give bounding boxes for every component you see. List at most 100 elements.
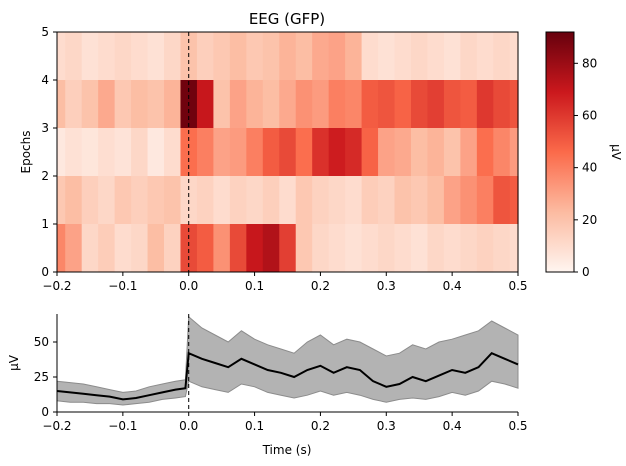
heatmap-cell <box>295 176 313 224</box>
heatmap-cell <box>229 32 247 80</box>
evoked-y-ticks: 0 25 50 <box>34 335 57 419</box>
heatmap-x-tick-label: 0.0 <box>179 279 198 293</box>
heatmap-cell <box>114 224 132 272</box>
heatmap-cell <box>378 32 396 80</box>
heatmap-x-tick-label: −0.1 <box>108 279 137 293</box>
heatmap-cell <box>427 80 445 128</box>
heatmap-cell <box>180 224 198 272</box>
evoked-x-tick-label: 0.0 <box>179 419 198 433</box>
heatmap-cell <box>65 80 83 128</box>
heatmap-cell <box>509 128 519 176</box>
heatmap-cell <box>410 80 429 128</box>
evoked-x-tick-label: 0.5 <box>508 419 527 433</box>
heatmap-x-ticks: −0.2 −0.1 0.0 0.1 0.2 0.3 0.4 0.5 <box>42 272 528 293</box>
heatmap-cell <box>460 224 478 272</box>
heatmap-cell <box>443 176 461 224</box>
heatmap-cell <box>493 80 511 128</box>
heatmap-cell <box>147 224 165 272</box>
heatmap-cell <box>229 80 247 128</box>
heatmap-y-tick-label: 2 <box>41 169 49 183</box>
heatmap-cell <box>114 32 132 80</box>
heatmap-cell <box>460 176 478 224</box>
heatmap-cell <box>131 176 149 224</box>
heatmap-cell <box>279 128 297 176</box>
heatmap-cell <box>394 224 412 272</box>
heatmap-cell <box>394 32 412 80</box>
heatmap-cell <box>196 176 215 224</box>
heatmap-cell <box>312 128 330 176</box>
heatmap-cell <box>493 32 511 80</box>
heatmap-cell <box>361 32 379 80</box>
evoked-x-tick-label: −0.2 <box>42 419 71 433</box>
heatmap-y-tick-label: 4 <box>41 73 49 87</box>
heatmap-cell <box>213 224 231 272</box>
heatmap-cell <box>378 128 396 176</box>
heatmap-cell <box>213 128 231 176</box>
heatmap-x-tick-label: 0.5 <box>508 279 527 293</box>
heatmap-cell <box>131 80 149 128</box>
heatmap-cell <box>65 128 83 176</box>
heatmap-x-tick-label: 0.3 <box>377 279 396 293</box>
heatmap-cell <box>114 128 132 176</box>
heatmap-cell <box>57 80 66 128</box>
heatmap-cell <box>65 176 83 224</box>
heatmap-cell <box>114 176 132 224</box>
heatmap-cell <box>114 80 132 128</box>
heatmap-cell <box>57 176 66 224</box>
heatmap-x-tick-label: 0.1 <box>245 279 264 293</box>
heatmap-cell <box>98 176 116 224</box>
heatmap-cell <box>164 32 182 80</box>
heatmap-cell <box>164 128 182 176</box>
heatmap-cell <box>295 128 313 176</box>
heatmap-cell <box>394 128 412 176</box>
heatmap-cell <box>131 32 149 80</box>
heatmap-cell <box>57 128 66 176</box>
heatmap-cell <box>147 80 165 128</box>
heatmap-cell <box>246 32 264 80</box>
heatmap-cell <box>361 176 379 224</box>
heatmap-cell <box>312 224 330 272</box>
heatmap-cell <box>229 224 247 272</box>
heatmap-cell <box>81 128 99 176</box>
evoked-x-ticks: −0.2 −0.1 0.0 0.1 0.2 0.3 0.4 0.5 <box>42 412 528 433</box>
heatmap-cell <box>361 80 379 128</box>
heatmap-cell <box>493 128 511 176</box>
evoked-y-label: µV <box>7 354 21 371</box>
heatmap-cell <box>345 176 363 224</box>
heatmap-cell <box>410 128 429 176</box>
heatmap-cell <box>361 224 379 272</box>
evoked-x-tick-label: 0.2 <box>311 419 330 433</box>
heatmap-cell <box>312 32 330 80</box>
heatmap-cell <box>493 176 511 224</box>
heatmap-cell <box>509 224 519 272</box>
heatmap-cell <box>279 32 297 80</box>
heatmap-cell <box>509 32 519 80</box>
heatmap-cell <box>98 80 116 128</box>
heatmap-cell <box>213 80 231 128</box>
heatmap-cell <box>410 176 429 224</box>
heatmap-cell <box>476 176 494 224</box>
heatmap-cell <box>328 176 346 224</box>
heatmap-cell <box>196 128 215 176</box>
heatmap-cell <box>427 176 445 224</box>
heatmap-cell <box>262 128 280 176</box>
heatmap-cell <box>196 80 215 128</box>
heatmap-cell <box>196 224 215 272</box>
gfp-confidence-band <box>56 315 519 406</box>
gfp-mean-line <box>56 351 519 401</box>
heatmap-cell <box>493 224 511 272</box>
heatmap-cell <box>57 224 66 272</box>
heatmap-cell <box>279 80 297 128</box>
evoked-x-tick-label: 0.1 <box>245 419 264 433</box>
heatmap-cell <box>81 80 99 128</box>
heatmap-cell <box>427 32 445 80</box>
heatmap-cell <box>229 128 247 176</box>
heatmap-cell <box>65 224 83 272</box>
heatmap-cell <box>460 80 478 128</box>
heatmap-cell <box>246 128 264 176</box>
heatmap-cell <box>410 224 429 272</box>
heatmap-y-tick-label: 0 <box>41 265 49 279</box>
heatmap-cell <box>147 32 165 80</box>
heatmap-cell <box>328 224 346 272</box>
